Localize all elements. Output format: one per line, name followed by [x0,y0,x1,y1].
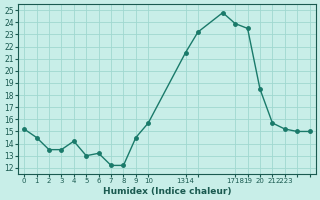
X-axis label: Humidex (Indice chaleur): Humidex (Indice chaleur) [103,187,231,196]
